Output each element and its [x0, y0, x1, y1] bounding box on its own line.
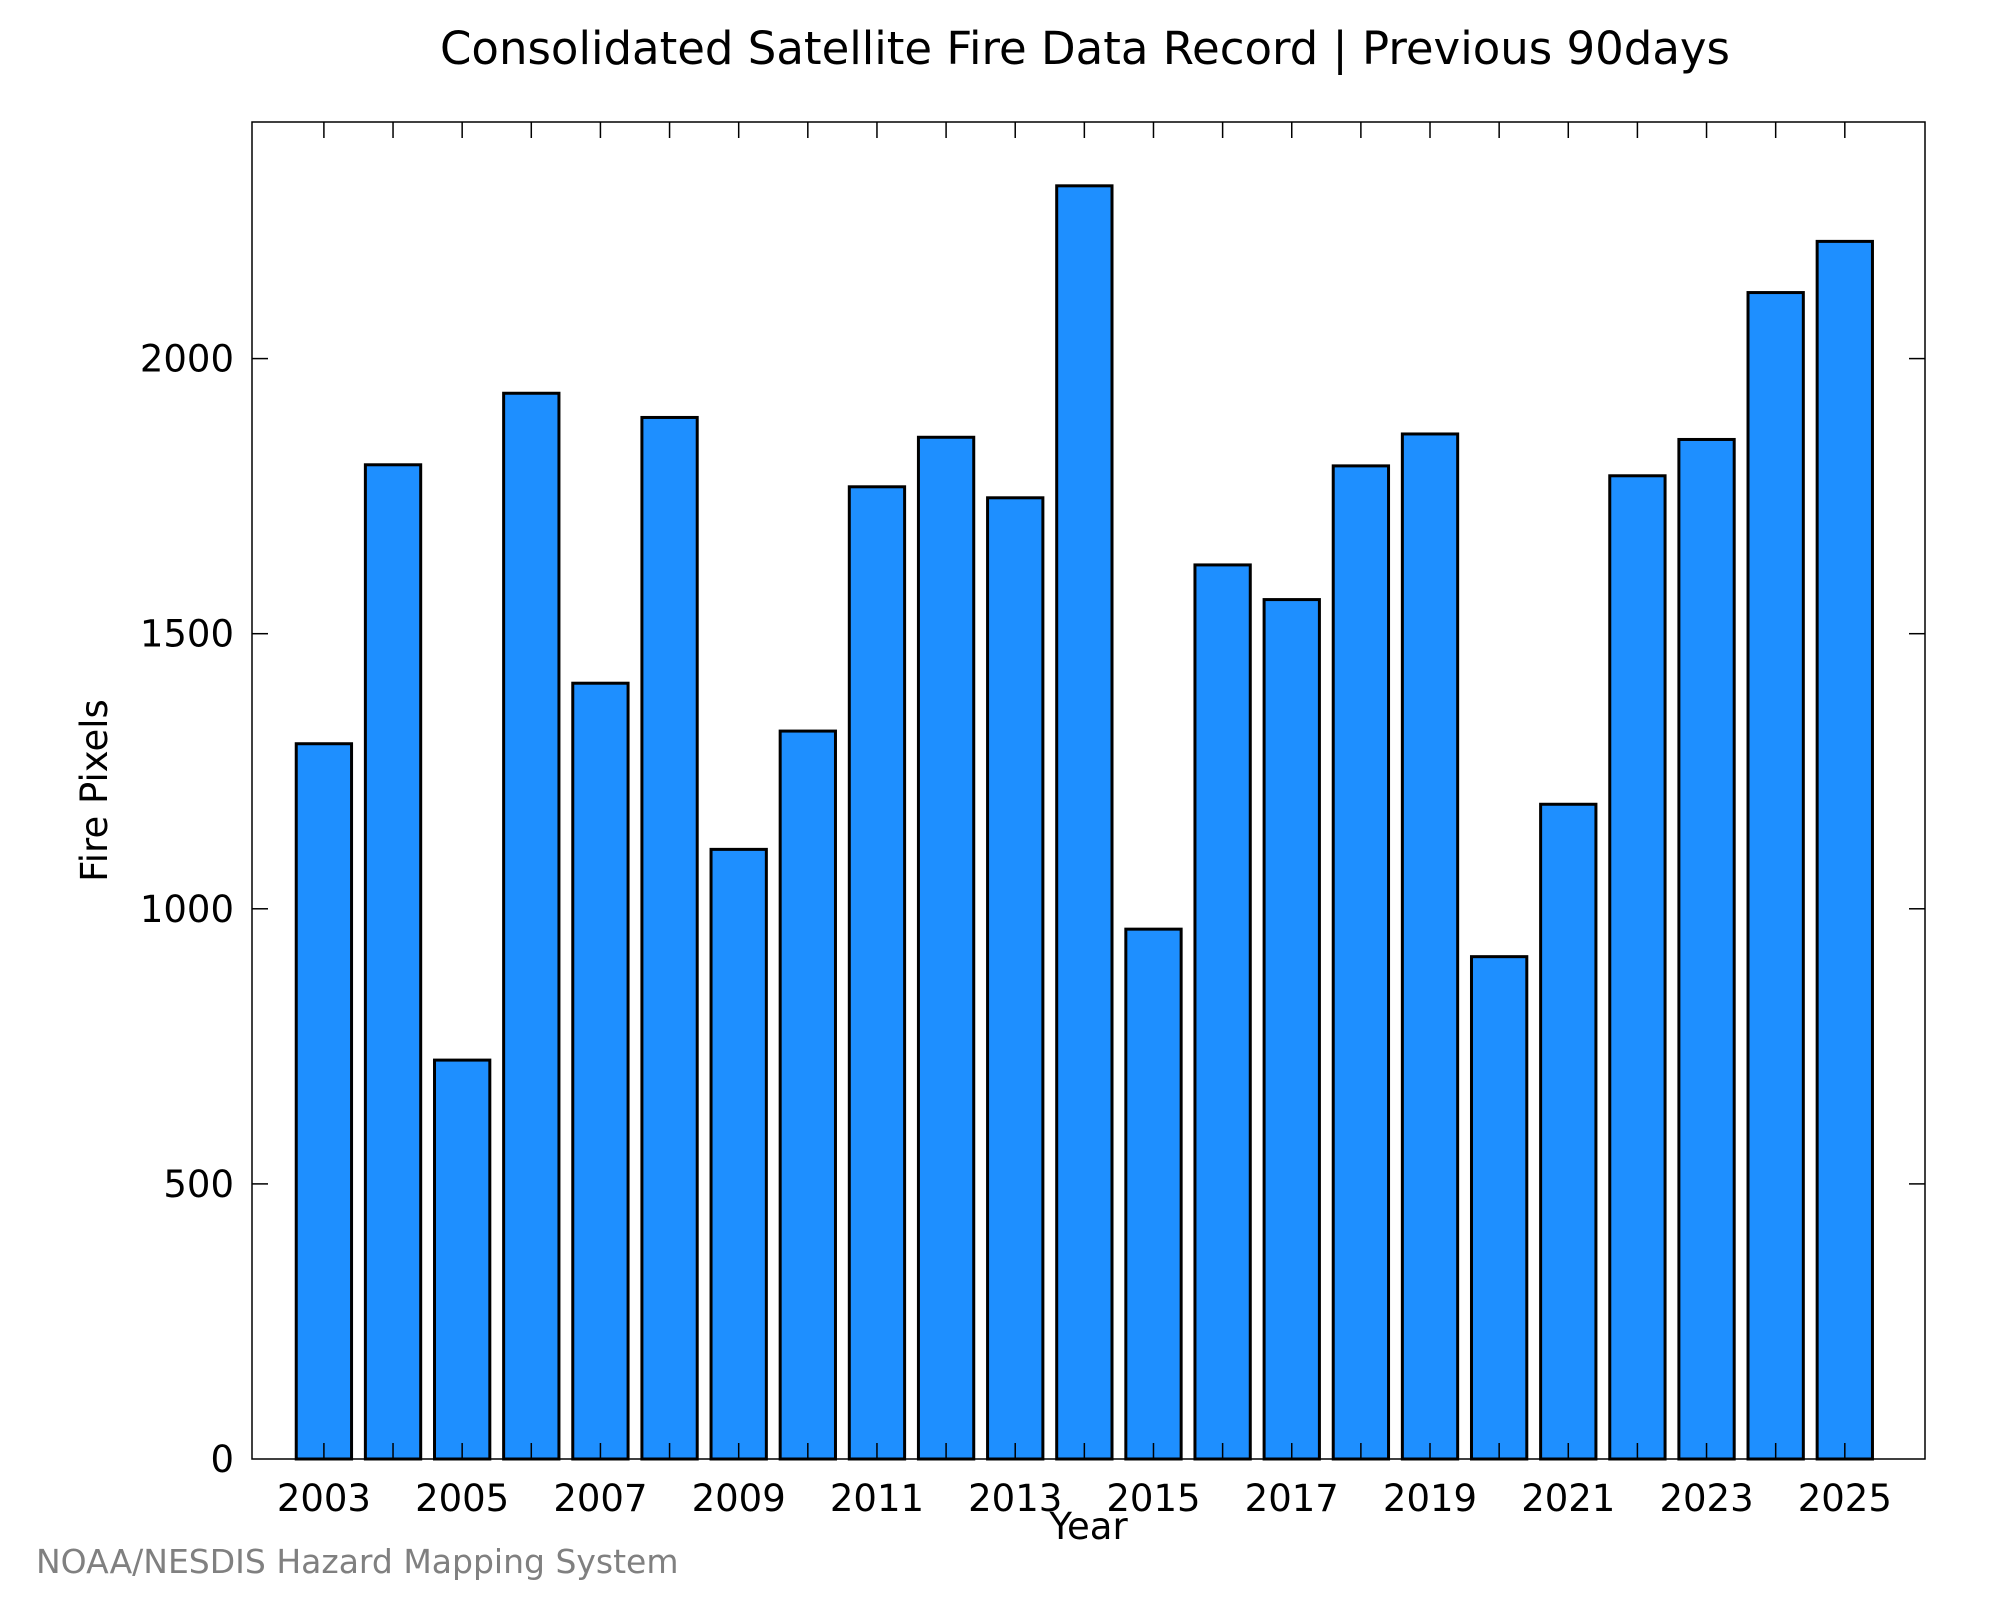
bar-2018 — [1331, 464, 1391, 1461]
bar-2021 — [1539, 802, 1598, 1461]
bar-2016 — [1193, 563, 1252, 1461]
bar-2011 — [847, 485, 907, 1461]
x-tick-label-2015: 2015 — [1106, 1477, 1200, 1520]
bar-2014 — [1055, 184, 1114, 1461]
bar-2009 — [709, 847, 768, 1461]
x-tick-label-2009: 2009 — [692, 1477, 786, 1520]
bar-2017 — [1262, 598, 1321, 1461]
ticks-layer: 2003 2005 2007 2009 2011 2013 2015 2017 2019 2021… — [140, 122, 1925, 1520]
bar-2013 — [986, 496, 1045, 1461]
bar-2012 — [916, 435, 976, 1461]
bar-2020 — [1469, 955, 1529, 1461]
bar-2024 — [1746, 291, 1805, 1461]
x-tick-label-2021: 2021 — [1521, 1477, 1615, 1520]
x-tick-label-2013: 2013 — [968, 1477, 1062, 1520]
y-tick-label-0: 0 — [210, 1438, 234, 1481]
y-tick-label-1500: 1500 — [140, 613, 234, 656]
bar-2006 — [502, 391, 561, 1461]
bar-2003 — [294, 742, 354, 1461]
bar-2015 — [1124, 927, 1183, 1461]
credit-text: NOAA/NESDIS Hazard Mapping System — [36, 1542, 679, 1581]
y-tick-label-500: 500 — [163, 1163, 234, 1206]
x-tick-label-2023: 2023 — [1659, 1477, 1753, 1520]
bar-2010 — [778, 729, 837, 1461]
x-tick-label-2025: 2025 — [1798, 1477, 1892, 1520]
x-tick-label-2005: 2005 — [415, 1477, 509, 1520]
x-tick-label-2017: 2017 — [1245, 1477, 1339, 1520]
plot-area-frame — [251, 121, 1926, 1460]
x-axis-label: Year — [1048, 1505, 1128, 1548]
bar-2008 — [640, 415, 699, 1461]
bar-2025 — [1815, 239, 1874, 1461]
x-tick-label-2007: 2007 — [553, 1477, 647, 1520]
bars-layer — [294, 184, 1874, 1461]
y-tick-label-2000: 2000 — [140, 338, 234, 381]
y-tick-label-1000: 1000 — [140, 888, 234, 931]
bar-2007 — [571, 681, 630, 1461]
bar-2023 — [1677, 437, 1736, 1461]
bar-2005 — [433, 1058, 492, 1461]
x-tick-label-2019: 2019 — [1383, 1477, 1477, 1520]
y-axis-label: Fire Pixels — [73, 699, 116, 882]
chart-title: Consolidated Satellite Fire Data Record … — [440, 22, 1730, 75]
bar-2004 — [363, 463, 423, 1461]
x-tick-label-2003: 2003 — [277, 1477, 371, 1520]
bar-2022 — [1608, 474, 1667, 1461]
bar-2019 — [1400, 432, 1460, 1461]
x-tick-label-2011: 2011 — [830, 1477, 924, 1520]
